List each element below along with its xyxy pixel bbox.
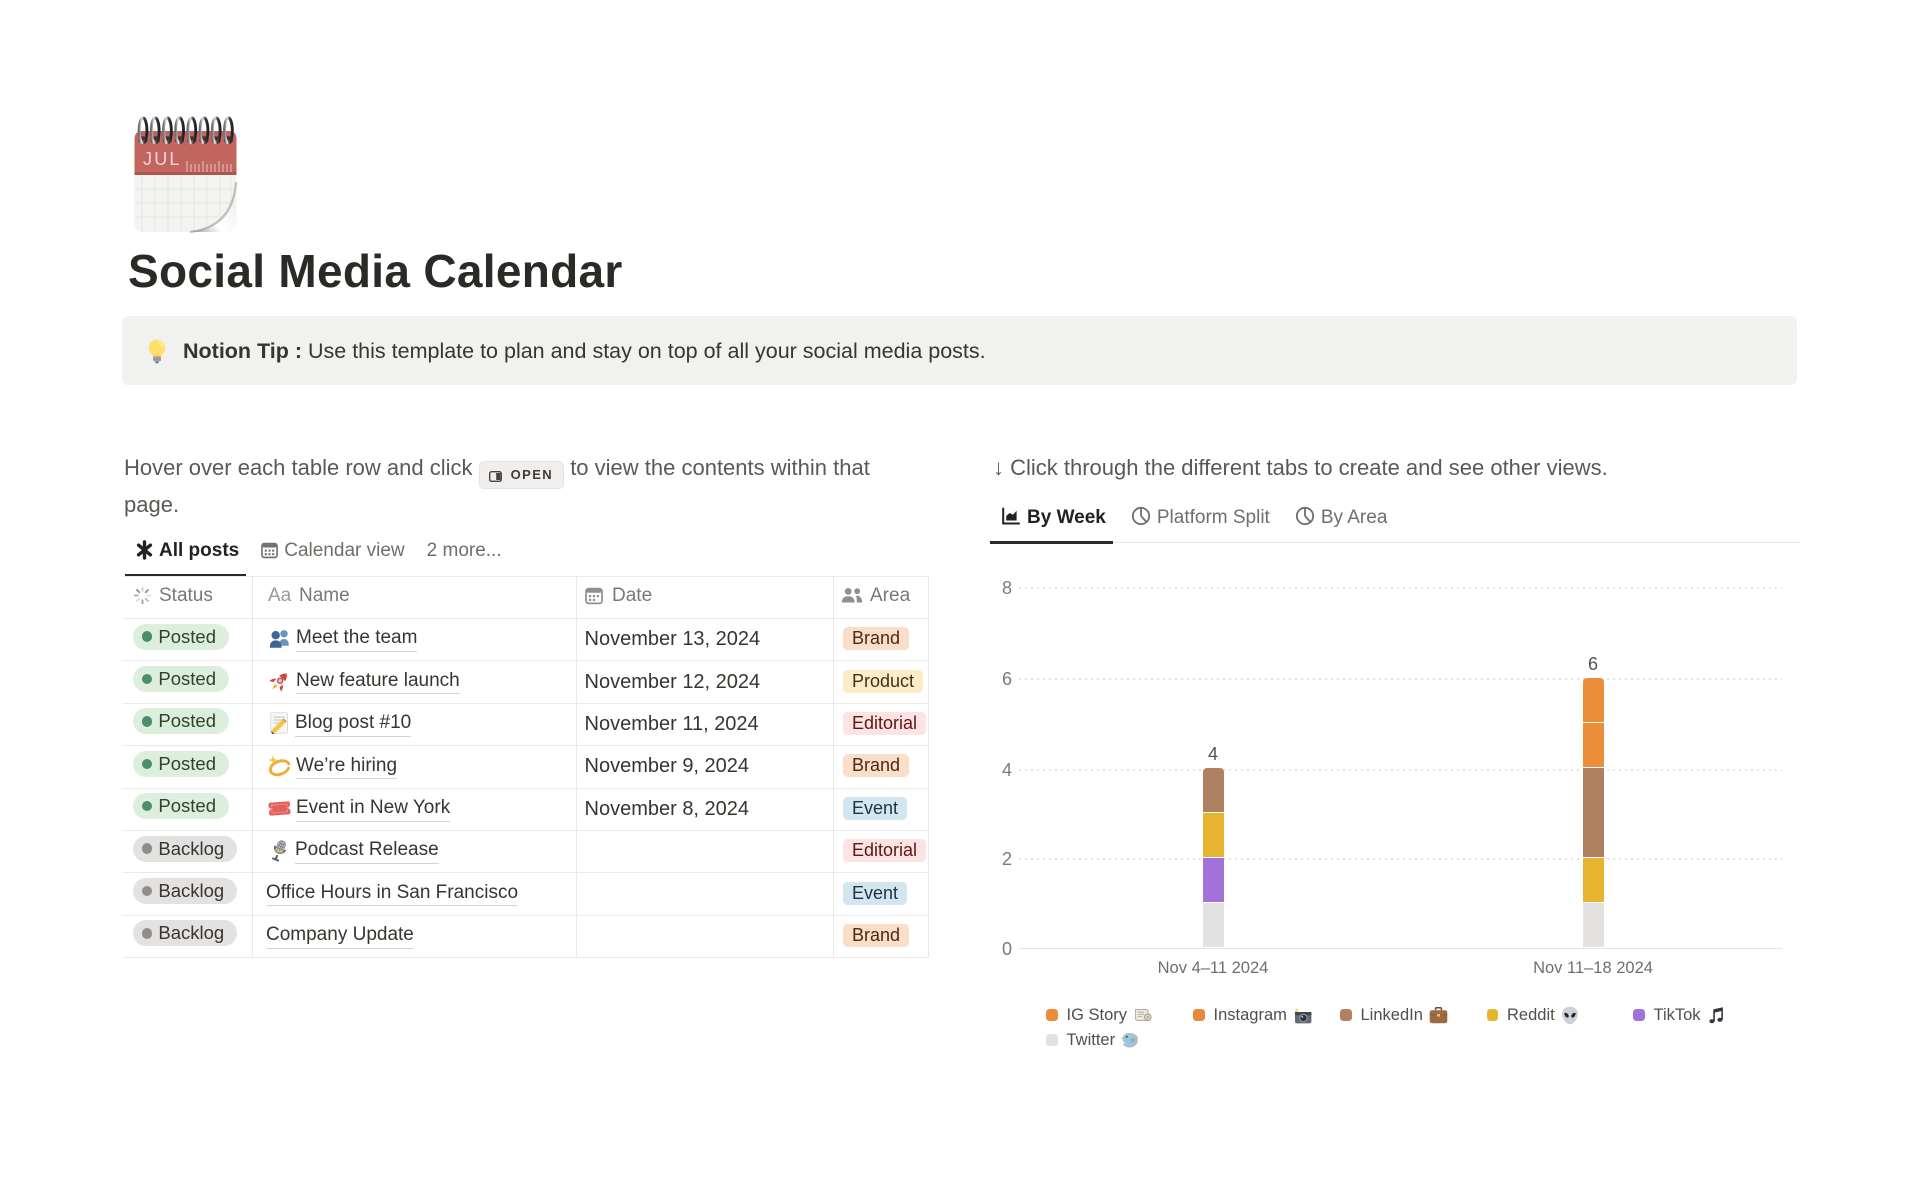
- svg-text:JUL: JUL: [143, 149, 182, 169]
